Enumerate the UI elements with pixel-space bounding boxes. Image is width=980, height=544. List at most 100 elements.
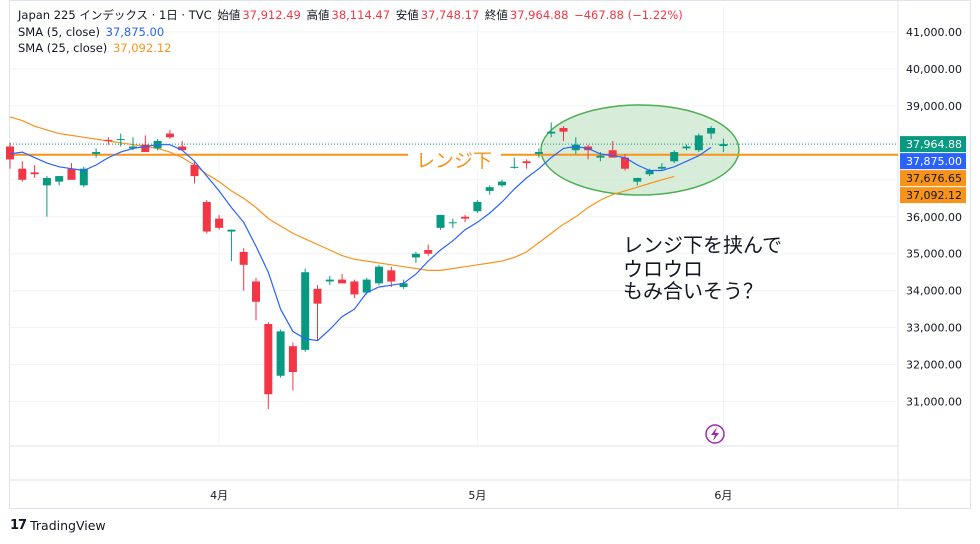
last-price-badge[interactable]: 37,964.88 bbox=[900, 136, 966, 153]
candle[interactable] bbox=[116, 133, 125, 147]
candle[interactable] bbox=[350, 279, 359, 299]
candle[interactable] bbox=[436, 214, 445, 230]
candle[interactable] bbox=[362, 277, 371, 295]
candle[interactable] bbox=[67, 163, 76, 180]
high-label: 高値 bbox=[306, 8, 330, 22]
y-tick-label: 39,000.00 bbox=[906, 100, 962, 113]
sma5-badge[interactable]: 37,875.00 bbox=[900, 153, 966, 170]
candle[interactable] bbox=[682, 144, 691, 151]
candle-body bbox=[424, 250, 433, 254]
candle[interactable] bbox=[399, 279, 408, 289]
symbol-title[interactable]: Japan 225 インデックス · 1日 · TVC bbox=[18, 8, 212, 22]
sma25-badge[interactable]: 37,092.12 bbox=[900, 187, 966, 204]
range-line-badge[interactable]: 37,676.65 bbox=[900, 170, 966, 187]
candle-body bbox=[338, 279, 347, 284]
candle[interactable] bbox=[633, 177, 642, 186]
candle[interactable] bbox=[448, 218, 457, 228]
candle[interactable] bbox=[707, 126, 716, 140]
candle[interactable] bbox=[18, 161, 27, 182]
candle[interactable] bbox=[338, 274, 347, 284]
x-tick-label: 4月 bbox=[210, 489, 228, 502]
ohlc-legend: Japan 225 インデックス · 1日 · TVC 始値 37,912.49 … bbox=[18, 7, 685, 23]
range-ellipse[interactable] bbox=[540, 104, 740, 196]
sma5-line[interactable] bbox=[9, 144, 712, 342]
close-label: 終値 bbox=[484, 8, 508, 22]
note-line-2[interactable]: ウロウロ bbox=[623, 257, 703, 281]
y-tick-label: 35,000.00 bbox=[906, 248, 962, 261]
candle-body bbox=[30, 172, 39, 175]
candle[interactable] bbox=[571, 137, 580, 154]
candle[interactable] bbox=[42, 176, 51, 217]
candle-body bbox=[350, 281, 359, 295]
candle[interactable] bbox=[375, 264, 383, 286]
y-tick-label: 34,000.00 bbox=[906, 285, 962, 298]
candle-body bbox=[522, 161, 531, 164]
candle[interactable] bbox=[387, 266, 396, 288]
candle[interactable] bbox=[608, 140, 617, 158]
candle-body bbox=[596, 155, 605, 158]
candle[interactable] bbox=[227, 229, 236, 262]
candle[interactable] bbox=[288, 342, 297, 391]
candle[interactable] bbox=[522, 159, 531, 169]
candle[interactable] bbox=[694, 133, 703, 153]
range-ellipse-layer bbox=[540, 104, 740, 196]
lightning-icon[interactable] bbox=[705, 424, 725, 444]
candle[interactable] bbox=[498, 179, 506, 188]
candle[interactable] bbox=[534, 148, 543, 158]
y-axis: 31,000.00 32,000.00 33,000.00 34,000.00 35,0… bbox=[906, 26, 962, 409]
candle[interactable] bbox=[670, 150, 679, 164]
candle[interactable] bbox=[190, 161, 199, 184]
y-tick-label: 36,000.00 bbox=[906, 211, 962, 224]
candle[interactable] bbox=[473, 200, 482, 214]
candle[interactable] bbox=[6, 142, 14, 169]
candle[interactable] bbox=[485, 185, 494, 195]
range-label[interactable]: レンジ下 bbox=[416, 150, 492, 172]
change-value: −467.88 (−1.22%) bbox=[574, 8, 683, 22]
candle-body bbox=[42, 177, 51, 186]
candle[interactable] bbox=[547, 122, 556, 138]
sma25-value: 37,092.12 bbox=[112, 41, 172, 55]
candle-body bbox=[461, 216, 470, 219]
candle-body bbox=[534, 152, 543, 154]
candle[interactable] bbox=[301, 268, 310, 352]
candle-body bbox=[633, 177, 642, 182]
candle[interactable] bbox=[657, 163, 666, 171]
candle[interactable] bbox=[165, 129, 174, 140]
candle[interactable] bbox=[252, 277, 260, 321]
range-line-badge-bg bbox=[900, 170, 966, 187]
candle[interactable] bbox=[510, 157, 519, 169]
candle[interactable] bbox=[30, 164, 39, 178]
candle[interactable] bbox=[559, 126, 568, 141]
range-line-badge-text: 37,676.65 bbox=[906, 172, 962, 185]
candle-body bbox=[375, 266, 383, 284]
candle-body bbox=[547, 131, 556, 134]
candle-body bbox=[301, 272, 310, 350]
candle[interactable] bbox=[719, 138, 728, 153]
close-value: 37,964.88 bbox=[509, 8, 569, 22]
candle[interactable] bbox=[411, 251, 420, 263]
candle[interactable] bbox=[424, 244, 433, 256]
candle[interactable] bbox=[92, 148, 101, 158]
candle[interactable] bbox=[621, 153, 629, 171]
candle[interactable] bbox=[264, 322, 273, 410]
candle[interactable] bbox=[55, 176, 64, 186]
candle-body bbox=[178, 146, 187, 151]
candle[interactable] bbox=[313, 285, 322, 341]
candle-body bbox=[645, 170, 654, 175]
candle[interactable] bbox=[104, 137, 113, 145]
sma25-legend[interactable]: SMA (25, close) 37,092.12 bbox=[18, 41, 173, 55]
candle[interactable] bbox=[178, 140, 187, 151]
sma5-legend[interactable]: SMA (5, close) 37,875.00 bbox=[18, 25, 166, 39]
candle[interactable] bbox=[325, 275, 334, 286]
candle[interactable] bbox=[276, 329, 285, 378]
candle-body bbox=[670, 152, 679, 162]
candle[interactable] bbox=[461, 214, 470, 223]
candle-body bbox=[621, 157, 629, 169]
note-line-3[interactable]: もみ合いそう？ bbox=[623, 279, 763, 303]
note-line-1[interactable]: レンジ下を挟んで bbox=[623, 233, 782, 257]
candle[interactable] bbox=[239, 248, 248, 291]
candle[interactable] bbox=[215, 214, 224, 230]
brand[interactable]: 𝟭𝟳 TradingView bbox=[10, 518, 106, 533]
candle[interactable] bbox=[202, 200, 211, 234]
